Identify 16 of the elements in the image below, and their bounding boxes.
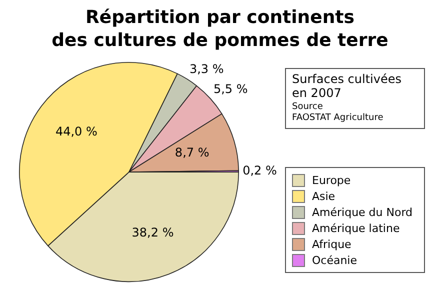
legend-label: Europe xyxy=(312,174,351,186)
legend-label: Afrique xyxy=(312,238,352,250)
text: Surfaces cultivées en 2007 xyxy=(292,72,402,100)
data-label: 0,2 % xyxy=(242,163,277,178)
text: FAOSTAT Agriculture xyxy=(292,113,384,124)
data-label: 5,5 % xyxy=(213,82,248,96)
legend-label: Amérique latine xyxy=(312,222,400,234)
legend-label: Amérique du Nord xyxy=(312,206,413,218)
legend-label: Océanie xyxy=(312,254,358,266)
text: Source xyxy=(292,102,324,113)
data-label: 3,3 % xyxy=(189,62,224,76)
data-label: 44,0 % xyxy=(55,124,98,139)
data-label: 38,2 % xyxy=(132,225,174,240)
legend-label: Asie xyxy=(312,190,336,202)
data-label: 8,7 % xyxy=(174,146,210,160)
chart-title: Répartition par continents des cultures de pommes de terre xyxy=(50,6,390,52)
